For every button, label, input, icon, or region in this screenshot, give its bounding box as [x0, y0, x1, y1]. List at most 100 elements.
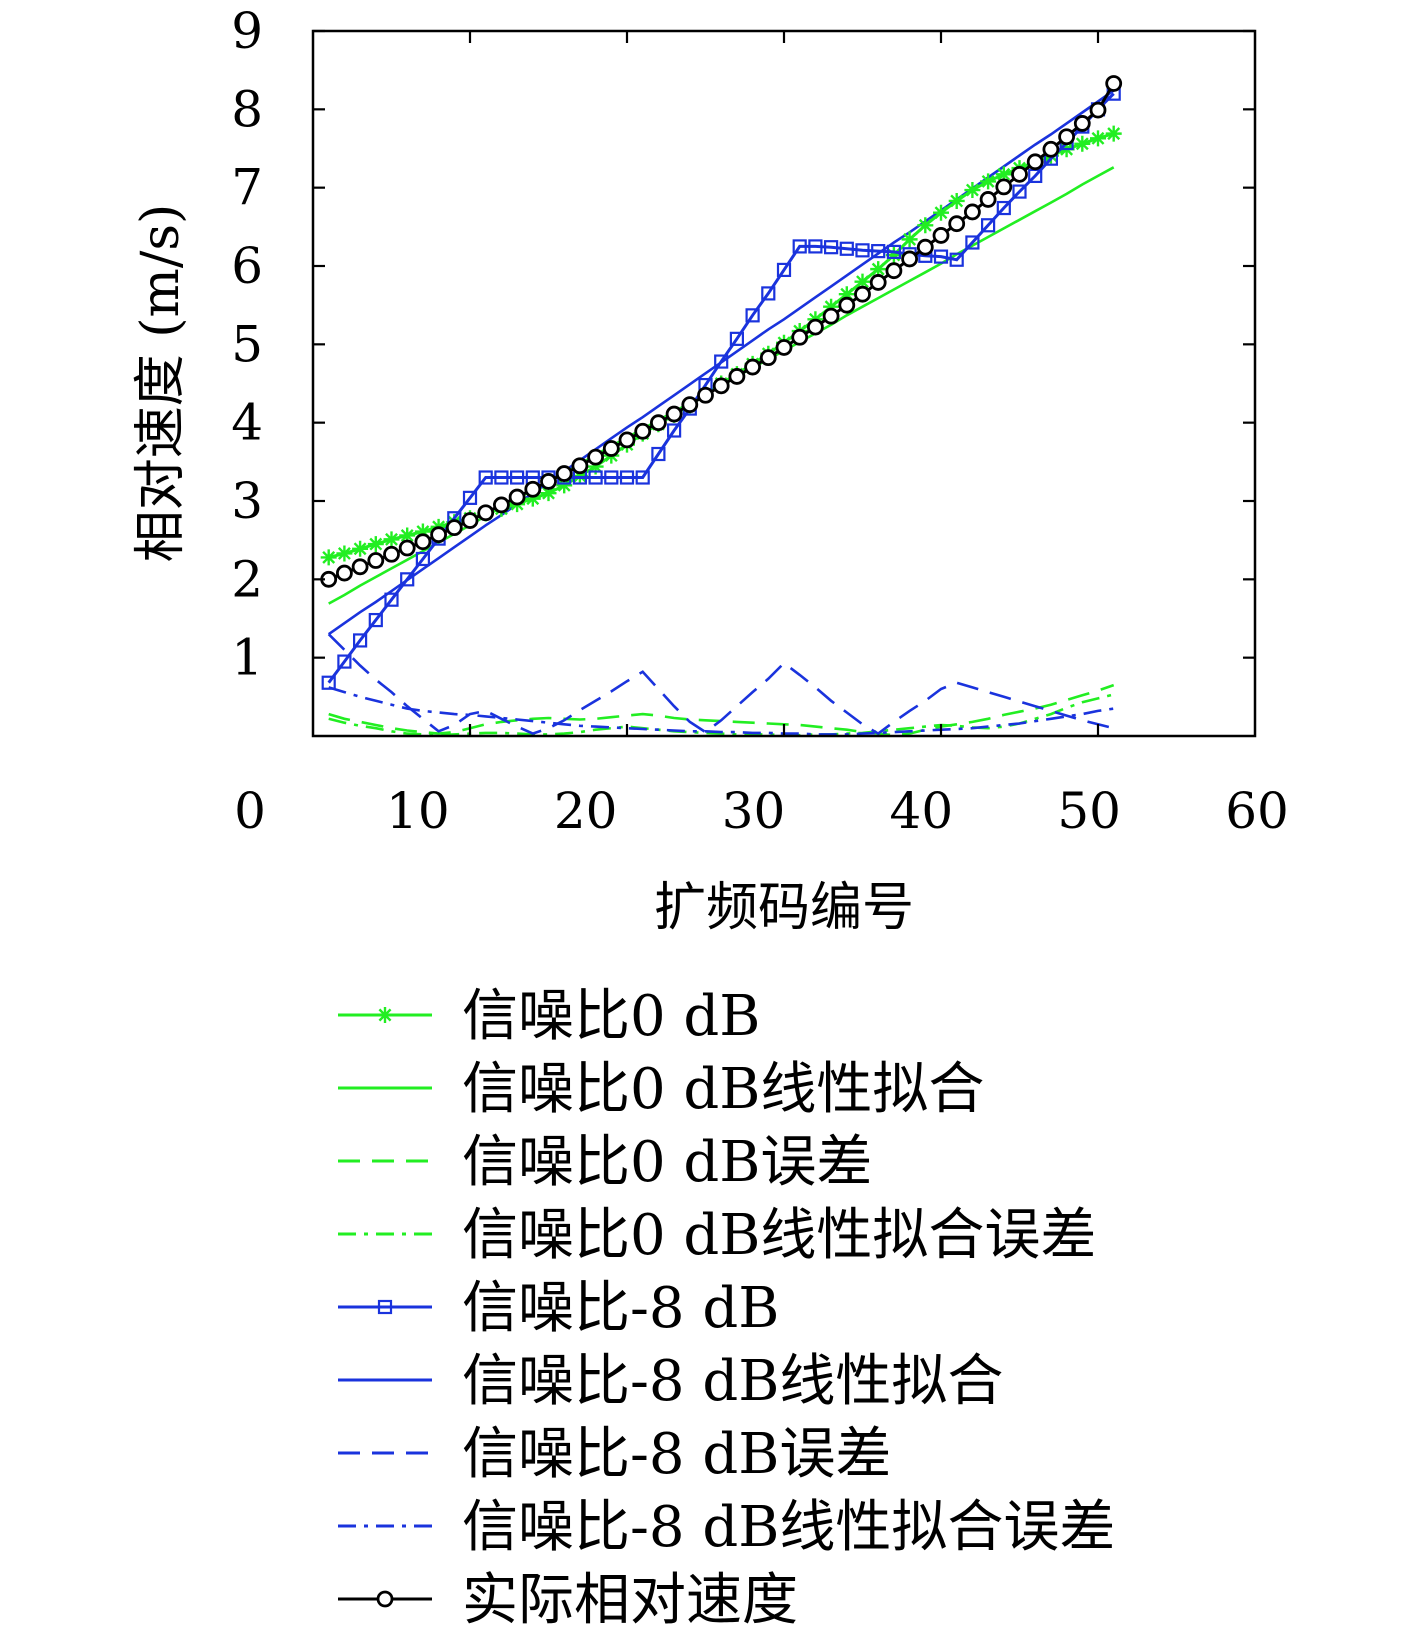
- series-line-3: [328, 683, 1115, 737]
- series-1-point: [367, 536, 384, 553]
- x-tick-label: 50: [1057, 782, 1121, 840]
- legend-item: 信噪比0 dB线性拟合: [338, 1057, 984, 1122]
- series-5-point: [619, 470, 635, 485]
- series-5-point: [478, 470, 493, 485]
- series-9-point: [367, 552, 385, 569]
- series-1-point: [587, 458, 604, 475]
- series-9-point: [665, 405, 683, 423]
- series-9-point: [414, 533, 432, 551]
- legend-label: 实际相对速度: [462, 1568, 798, 1633]
- x-tick-label: 30: [722, 782, 786, 840]
- series-1-point: [540, 485, 557, 502]
- series-5-point: [855, 243, 870, 258]
- series-5-point: [965, 235, 980, 250]
- y-tick-label: 5: [231, 315, 263, 373]
- series-5-point: [494, 470, 509, 485]
- series-9-point: [979, 191, 997, 208]
- series-1-point: [1074, 135, 1091, 152]
- series-5-point: [368, 612, 383, 628]
- series-9-point: [540, 473, 557, 490]
- series-5-point: [776, 262, 792, 278]
- legend-marker: [377, 1299, 393, 1315]
- series-9-point: [650, 414, 667, 432]
- y-tick-label: 6: [231, 237, 263, 295]
- series-1-point: [1090, 130, 1106, 147]
- legend-marker: [377, 1007, 393, 1023]
- series-5-point: [337, 654, 352, 669]
- series-5-point: [384, 592, 399, 607]
- legend-label: 信噪比-8 dB误差: [462, 1422, 891, 1487]
- series-1-point: [320, 549, 337, 566]
- legend-label: 信噪比0 dB线性拟合: [462, 1057, 984, 1122]
- legend-item: 信噪比0 dB: [338, 984, 760, 1049]
- series-1-point: [399, 527, 416, 544]
- legend-label: 信噪比-8 dB线性拟合: [462, 1349, 1003, 1414]
- series-9-point: [712, 377, 730, 395]
- series-1-point: [964, 182, 981, 199]
- series-9-point: [335, 564, 353, 582]
- series-9-point: [791, 328, 809, 346]
- series-9-point: [1105, 75, 1123, 92]
- series-5-point: [400, 572, 415, 587]
- series-5-point: [588, 470, 603, 485]
- series-9-point: [1073, 115, 1091, 132]
- series-9-point: [602, 440, 620, 457]
- series-5-point: [1012, 184, 1027, 199]
- y-tick-label: 2: [231, 550, 263, 608]
- series-5-point: [823, 240, 839, 255]
- series-5-point: [321, 675, 336, 690]
- series-1-point: [933, 204, 949, 221]
- legend-label: 信噪比0 dB误差: [462, 1130, 872, 1195]
- series-5-point: [933, 249, 949, 264]
- series-3: [328, 683, 1115, 737]
- series-9: [320, 75, 1123, 588]
- series-1-point: [917, 217, 934, 234]
- series-line-8: [328, 686, 1114, 736]
- y-tick-label: 4: [231, 394, 263, 452]
- series-9-point: [1058, 128, 1075, 146]
- legend-item: 信噪比-8 dB: [338, 1276, 779, 1341]
- x-tick-label: 10: [386, 782, 450, 840]
- legend-label: 信噪比0 dB: [462, 984, 760, 1049]
- series-9-point: [508, 488, 526, 506]
- y-tick-label: 7: [231, 159, 263, 217]
- series-5-point: [871, 244, 886, 259]
- series-1-point: [901, 231, 918, 248]
- series-1-point: [524, 490, 541, 507]
- series-1-point: [854, 273, 871, 290]
- series-9-point: [634, 422, 652, 440]
- series-9-point: [524, 480, 542, 498]
- series-5-point: [761, 286, 776, 301]
- series-9-point: [555, 465, 573, 482]
- series-7: [327, 633, 1115, 736]
- legend-label: 信噪比-8 dB: [462, 1276, 779, 1341]
- legend-label: 信噪比-8 dB线性拟合误差: [462, 1495, 1115, 1560]
- x-tick-label: 40: [890, 782, 954, 840]
- series-9-point: [492, 496, 510, 514]
- series-9-point: [681, 396, 699, 414]
- series-5-point: [745, 308, 760, 323]
- series-1-point: [870, 261, 887, 278]
- legend-item: 实际相对速度: [338, 1568, 798, 1633]
- series-9-point: [728, 368, 746, 385]
- x-tick-label: 60: [1225, 782, 1289, 840]
- legend-label: 信噪比0 dB线性拟合误差: [462, 1203, 1096, 1268]
- series-1-point: [352, 540, 369, 557]
- x-axis-ticks: 0 10 20 30 40 50 60: [234, 31, 1289, 840]
- series-5-point: [949, 252, 964, 267]
- y-axis-ticks: 1 2 3 4 5 6 7 8 9: [231, 2, 1255, 687]
- series-5-point: [415, 551, 430, 567]
- x-tick-label: 20: [554, 782, 618, 840]
- series-9-point: [430, 526, 448, 544]
- legend-item: 信噪比0 dB误差: [338, 1130, 872, 1195]
- x-axis-label: 扩频码编号: [654, 878, 914, 938]
- x-tick-label: 0: [234, 782, 266, 840]
- series-5-point: [604, 470, 619, 485]
- series-9-point: [1026, 153, 1044, 171]
- y-tick-label: 1: [231, 629, 263, 687]
- series-9-point: [697, 386, 714, 404]
- series-9-point: [854, 285, 871, 303]
- series-9-point: [775, 339, 793, 356]
